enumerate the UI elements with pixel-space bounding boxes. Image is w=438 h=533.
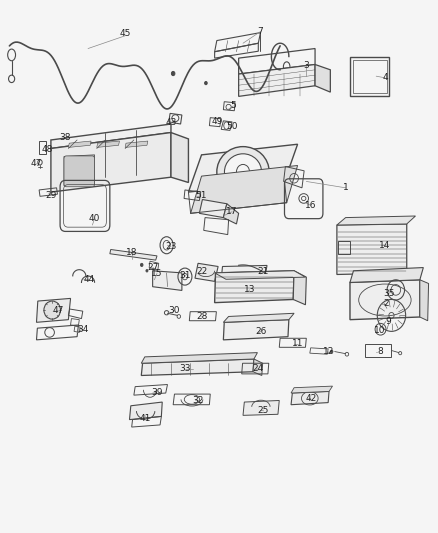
Polygon shape (253, 359, 263, 375)
Polygon shape (97, 141, 120, 148)
Text: 3: 3 (304, 61, 309, 70)
Bar (350, 56, 389, 96)
Polygon shape (199, 199, 227, 217)
Polygon shape (64, 155, 95, 185)
Text: 27: 27 (148, 263, 159, 272)
Ellipse shape (224, 154, 261, 190)
Polygon shape (188, 144, 297, 192)
Polygon shape (215, 271, 305, 279)
Polygon shape (51, 133, 171, 192)
Polygon shape (223, 313, 294, 322)
Text: 47: 47 (31, 159, 42, 168)
Polygon shape (221, 265, 267, 280)
Polygon shape (223, 204, 239, 224)
Text: 10: 10 (374, 326, 385, 335)
Polygon shape (337, 224, 407, 274)
Text: 33: 33 (179, 364, 191, 373)
Text: 24: 24 (253, 364, 264, 373)
Polygon shape (239, 64, 315, 96)
Text: 45: 45 (120, 29, 131, 38)
Polygon shape (223, 320, 289, 340)
Text: 50: 50 (226, 122, 238, 131)
Text: 14: 14 (379, 241, 391, 250)
Text: 11: 11 (292, 339, 304, 348)
Text: 1: 1 (343, 183, 349, 192)
Text: 51: 51 (195, 191, 206, 200)
Polygon shape (291, 386, 332, 393)
Text: 32: 32 (192, 396, 204, 405)
Text: 8: 8 (378, 347, 383, 356)
Polygon shape (350, 268, 424, 282)
Polygon shape (191, 165, 297, 213)
Text: 13: 13 (244, 285, 255, 294)
Polygon shape (51, 124, 171, 149)
Text: 38: 38 (60, 133, 71, 142)
Text: 16: 16 (305, 201, 316, 210)
Text: 44: 44 (83, 274, 95, 284)
Text: 39: 39 (151, 388, 163, 397)
Polygon shape (141, 353, 258, 364)
Bar (39, 141, 46, 154)
Text: 34: 34 (77, 325, 88, 334)
Polygon shape (420, 280, 428, 321)
Text: 49: 49 (211, 117, 223, 126)
Polygon shape (291, 391, 329, 405)
Polygon shape (110, 249, 157, 260)
Ellipse shape (146, 269, 148, 272)
Polygon shape (36, 298, 71, 322)
Polygon shape (337, 216, 416, 225)
Text: 28: 28 (197, 312, 208, 321)
Polygon shape (293, 271, 306, 305)
Text: 26: 26 (255, 327, 267, 336)
Polygon shape (152, 271, 182, 290)
Text: 41: 41 (140, 414, 152, 423)
Text: 15: 15 (151, 269, 163, 278)
Text: 43: 43 (165, 118, 177, 127)
Text: 35: 35 (384, 288, 395, 297)
Polygon shape (195, 263, 218, 281)
Ellipse shape (217, 147, 269, 197)
Polygon shape (243, 400, 279, 415)
Ellipse shape (171, 71, 175, 76)
FancyBboxPatch shape (64, 156, 95, 187)
Ellipse shape (330, 350, 333, 353)
Text: 18: 18 (126, 248, 138, 257)
Text: 22: 22 (197, 268, 208, 276)
Text: 12: 12 (323, 347, 335, 356)
Text: 4: 4 (382, 73, 388, 82)
Text: 21: 21 (258, 268, 269, 276)
Ellipse shape (44, 301, 60, 319)
Polygon shape (171, 133, 188, 182)
Text: 31: 31 (180, 271, 191, 279)
Text: 2: 2 (383, 299, 389, 308)
Polygon shape (215, 271, 294, 303)
Polygon shape (350, 280, 420, 320)
Polygon shape (315, 64, 330, 92)
Text: 5: 5 (230, 101, 236, 110)
Text: 9: 9 (385, 317, 391, 326)
Polygon shape (125, 141, 148, 148)
Text: 42: 42 (305, 394, 316, 403)
Text: 40: 40 (89, 214, 100, 223)
Bar (353, 60, 387, 93)
Text: 47: 47 (53, 306, 64, 315)
Text: 23: 23 (165, 242, 177, 251)
Ellipse shape (141, 263, 143, 266)
Polygon shape (141, 359, 254, 375)
Ellipse shape (205, 82, 207, 85)
Text: 29: 29 (45, 191, 57, 200)
Text: 17: 17 (226, 207, 238, 216)
Polygon shape (68, 141, 91, 148)
Text: 30: 30 (169, 305, 180, 314)
Text: 25: 25 (257, 406, 268, 415)
Text: 7: 7 (258, 27, 263, 36)
Polygon shape (130, 402, 162, 419)
Text: 48: 48 (42, 145, 53, 154)
